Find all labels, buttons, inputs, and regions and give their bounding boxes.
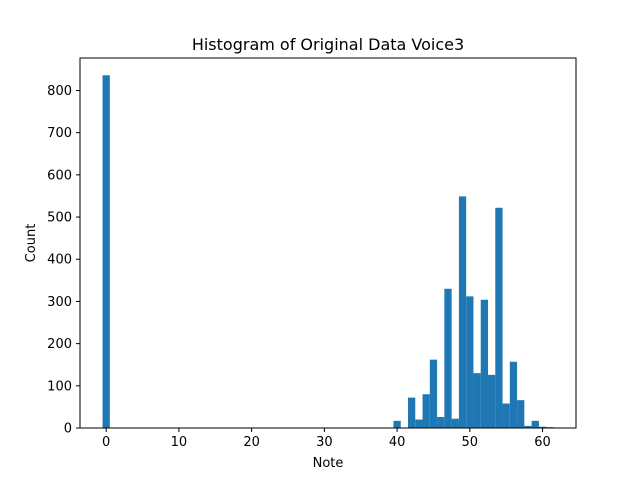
- x-tick-label: 30: [316, 435, 333, 450]
- x-tick-label: 0: [102, 435, 110, 450]
- histogram-bar-49: [458, 196, 467, 428]
- histogram-bar-46: [437, 417, 445, 428]
- histogram-bar-43: [415, 419, 423, 428]
- histogram-bar-45: [429, 359, 438, 428]
- x-tick-label: 10: [171, 435, 188, 450]
- histogram-bar-53: [488, 374, 496, 428]
- histogram-bar-44: [422, 394, 430, 428]
- histogram-bar-51: [473, 373, 481, 428]
- histogram-bar-42: [408, 397, 416, 428]
- y-tick-label: 0: [64, 422, 72, 437]
- histogram-bar-59: [531, 420, 539, 428]
- histogram-bar-52: [480, 299, 488, 428]
- y-tick-label: 700: [47, 126, 72, 141]
- y-tick-label: 800: [47, 84, 72, 99]
- histogram-bar-56: [509, 361, 518, 428]
- histogram-bar-40: [393, 420, 401, 428]
- y-tick-label: 400: [47, 253, 72, 268]
- histogram-bar-60: [538, 426, 547, 428]
- x-tick-label: 40: [389, 435, 406, 450]
- chart-title: Histogram of Original Data Voice3: [192, 35, 464, 54]
- x-axis-title: Note: [313, 456, 344, 471]
- histogram-bar-0: [102, 75, 110, 428]
- y-axis-title: Count: [24, 224, 39, 263]
- bar-group: [102, 75, 554, 428]
- x-axis-ticks: 0 10 20 30 40 50 60: [102, 428, 551, 450]
- x-tick-label: 60: [534, 435, 551, 450]
- y-tick-label: 500: [47, 211, 72, 226]
- x-tick-label: 50: [462, 435, 479, 450]
- y-axis-ticks: 0 100 200 300 400 500 600 700 800: [47, 84, 80, 437]
- y-tick-label: 100: [47, 379, 72, 394]
- y-tick-label: 300: [47, 295, 72, 310]
- histogram-bar-48: [451, 418, 459, 428]
- y-tick-label: 200: [47, 337, 72, 352]
- histogram-bar-54: [495, 207, 503, 428]
- histogram-bar-57: [517, 400, 525, 428]
- histogram-bar-47: [444, 288, 452, 428]
- plot-frame: [79, 57, 577, 429]
- x-tick-label: 20: [243, 435, 260, 450]
- histogram-bar-55: [502, 403, 510, 428]
- y-tick-label: 600: [47, 168, 72, 183]
- histogram-bar-58: [524, 425, 532, 428]
- histogram-bar-50: [466, 296, 474, 428]
